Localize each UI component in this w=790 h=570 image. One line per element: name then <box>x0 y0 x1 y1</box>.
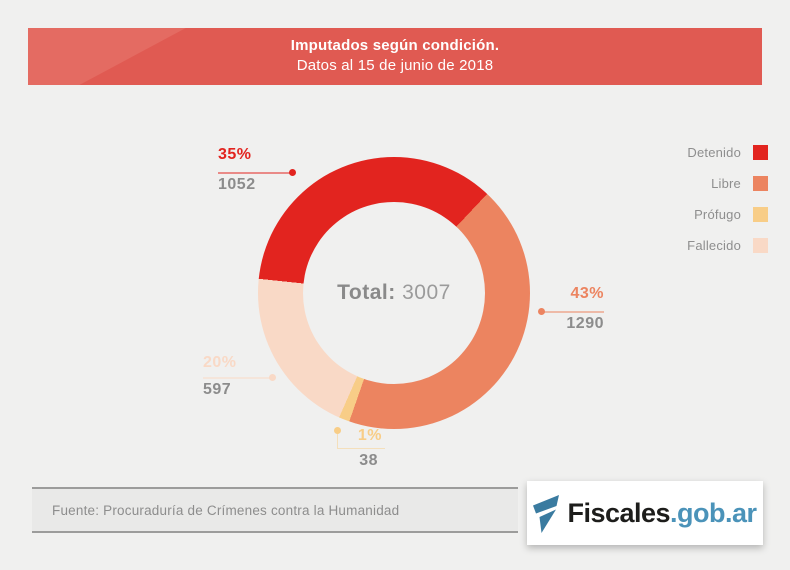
callout-value: 597 <box>203 381 232 398</box>
callout-connector-line <box>336 447 385 449</box>
callout-percent: 20% <box>203 354 237 371</box>
chart-title: Imputados según condición. <box>290 37 500 54</box>
callout-profugo: 1% 38 <box>334 426 388 472</box>
callout-connector-dot <box>538 308 545 315</box>
callout-connector-dot <box>289 169 296 176</box>
callout-connector-line <box>203 377 272 379</box>
source-box: Fuente: Procuraduría de Crímenes contra … <box>32 487 518 533</box>
logo-text: Fiscales.gob.ar <box>567 497 757 529</box>
callout-connector-vline <box>336 432 338 448</box>
callout-value: 1290 <box>566 315 604 332</box>
callout-connector-dot <box>269 374 276 381</box>
donut-hole: Total: 3007 <box>303 202 485 384</box>
callout-connector-dot <box>334 427 341 434</box>
callout-fallecido: 20% 597 <box>203 354 276 399</box>
legend-swatch-profugo <box>753 207 768 222</box>
legend-item-libre: Libre <box>687 176 768 191</box>
chart-subtitle: Datos al 15 de junio de 2018 <box>296 57 494 74</box>
callout-value: 38 <box>359 452 378 469</box>
fiscales-flag-icon <box>533 494 560 533</box>
callout-percent: 35% <box>218 146 252 163</box>
legend-swatch-detenido <box>753 145 768 160</box>
total-text: Total: 3007 <box>337 281 451 305</box>
legend-item-profugo: Prófugo <box>687 207 768 222</box>
callout-value: 1052 <box>218 176 256 193</box>
callout-percent: 1% <box>357 427 382 444</box>
header-banner: Imputados según condición. Datos al 15 d… <box>28 28 762 85</box>
donut-chart: Total: 3007 <box>258 157 530 429</box>
legend-item-fallecido: Fallecido <box>687 238 768 253</box>
fiscales-logo: Fiscales.gob.ar <box>527 481 763 545</box>
logo-text-blue: .gob.ar <box>670 497 757 528</box>
source-text: Fuente: Procuraduría de Crímenes contra … <box>52 502 400 518</box>
total-label: Total: <box>337 281 396 304</box>
legend-swatch-fallecido <box>753 238 768 253</box>
logo-text-black: Fiscales <box>567 497 671 528</box>
callout-connector-line <box>540 311 604 313</box>
legend-label: Fallecido <box>687 238 741 253</box>
callout-libre: 43% 1290 <box>538 285 604 333</box>
total-value: 3007 <box>402 281 451 304</box>
chart-legend: Detenido Libre Prófugo Fallecido <box>687 145 768 269</box>
callout-detenido: 35% 1052 <box>218 146 296 194</box>
callout-percent: 43% <box>570 285 604 302</box>
legend-label: Detenido <box>687 145 741 160</box>
legend-label: Libre <box>711 176 741 191</box>
legend-item-detenido: Detenido <box>687 145 768 160</box>
callout-connector-line <box>218 172 292 174</box>
legend-swatch-libre <box>753 176 768 191</box>
legend-label: Prófugo <box>694 207 741 222</box>
